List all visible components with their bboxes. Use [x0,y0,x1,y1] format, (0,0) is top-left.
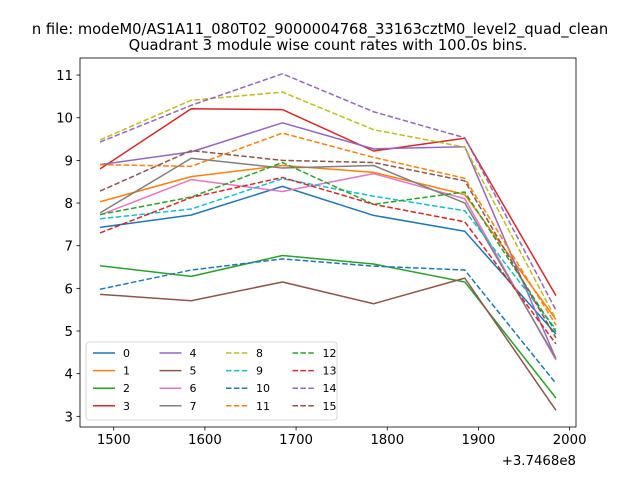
series-line-5 [100,277,557,411]
y-tick-label: 10 [56,112,73,127]
legend-label-11: 11 [256,400,270,413]
legend-label-5: 5 [190,365,197,378]
series-line-14 [99,73,557,311]
legend-label-12: 12 [323,347,337,360]
series-line-7 [99,157,557,359]
series-line-4 [99,122,557,360]
series-line-8 [99,91,557,320]
axes-frame [79,57,577,428]
series-line-10 [99,258,557,384]
y-tick-label: 9 [65,154,73,169]
y-tick-label: 4 [65,368,73,383]
x-tick-label: 1900 [462,433,496,448]
y-tick-label: 3 [65,410,73,425]
series-line-0 [99,185,557,335]
legend-label-2: 2 [123,382,130,395]
x-tick-label: 2000 [553,433,587,448]
series-layer [99,73,557,411]
y-tick-label: 8 [65,197,73,212]
legend-label-15: 15 [323,400,337,413]
series-line-11 [100,132,557,326]
x-tick-label: 1700 [279,433,313,448]
y-tick-label: 6 [65,282,73,297]
legend-label-3: 3 [123,400,130,413]
legend-label-13: 13 [323,365,337,378]
chart-suptitle: n file: modeM0/AS1A11_080T02_9000004768_… [32,21,608,38]
y-tick-label: 11 [56,69,73,84]
x-tick-label: 1800 [370,433,404,448]
legend-box [85,341,338,421]
series-line-6 [99,172,557,361]
legend-label-1: 1 [123,365,130,378]
series-line-3 [99,108,557,296]
legend-label-8: 8 [256,347,263,360]
y-tick-label: 7 [65,240,73,255]
legend-label-7: 7 [190,400,197,413]
legend-label-4: 4 [190,347,197,360]
series-line-9 [99,177,557,330]
series-line-12 [99,161,557,333]
x-tick-label: 1600 [188,433,222,448]
x-axis-offset-label: +3.7468e8 [502,454,576,469]
legend-label-10: 10 [256,382,270,395]
series-line-13 [99,176,557,345]
legend-label-14: 14 [323,382,337,395]
legend-label-6: 6 [190,382,197,395]
series-line-1 [99,164,557,320]
chart-title: Quadrant 3 module wise count rates with … [129,37,528,54]
series-line-15 [99,149,557,339]
legend-label-9: 9 [256,365,263,378]
legend-label-0: 0 [123,347,130,360]
y-tick-label: 5 [65,325,73,340]
x-tick-label: 1500 [97,433,131,448]
